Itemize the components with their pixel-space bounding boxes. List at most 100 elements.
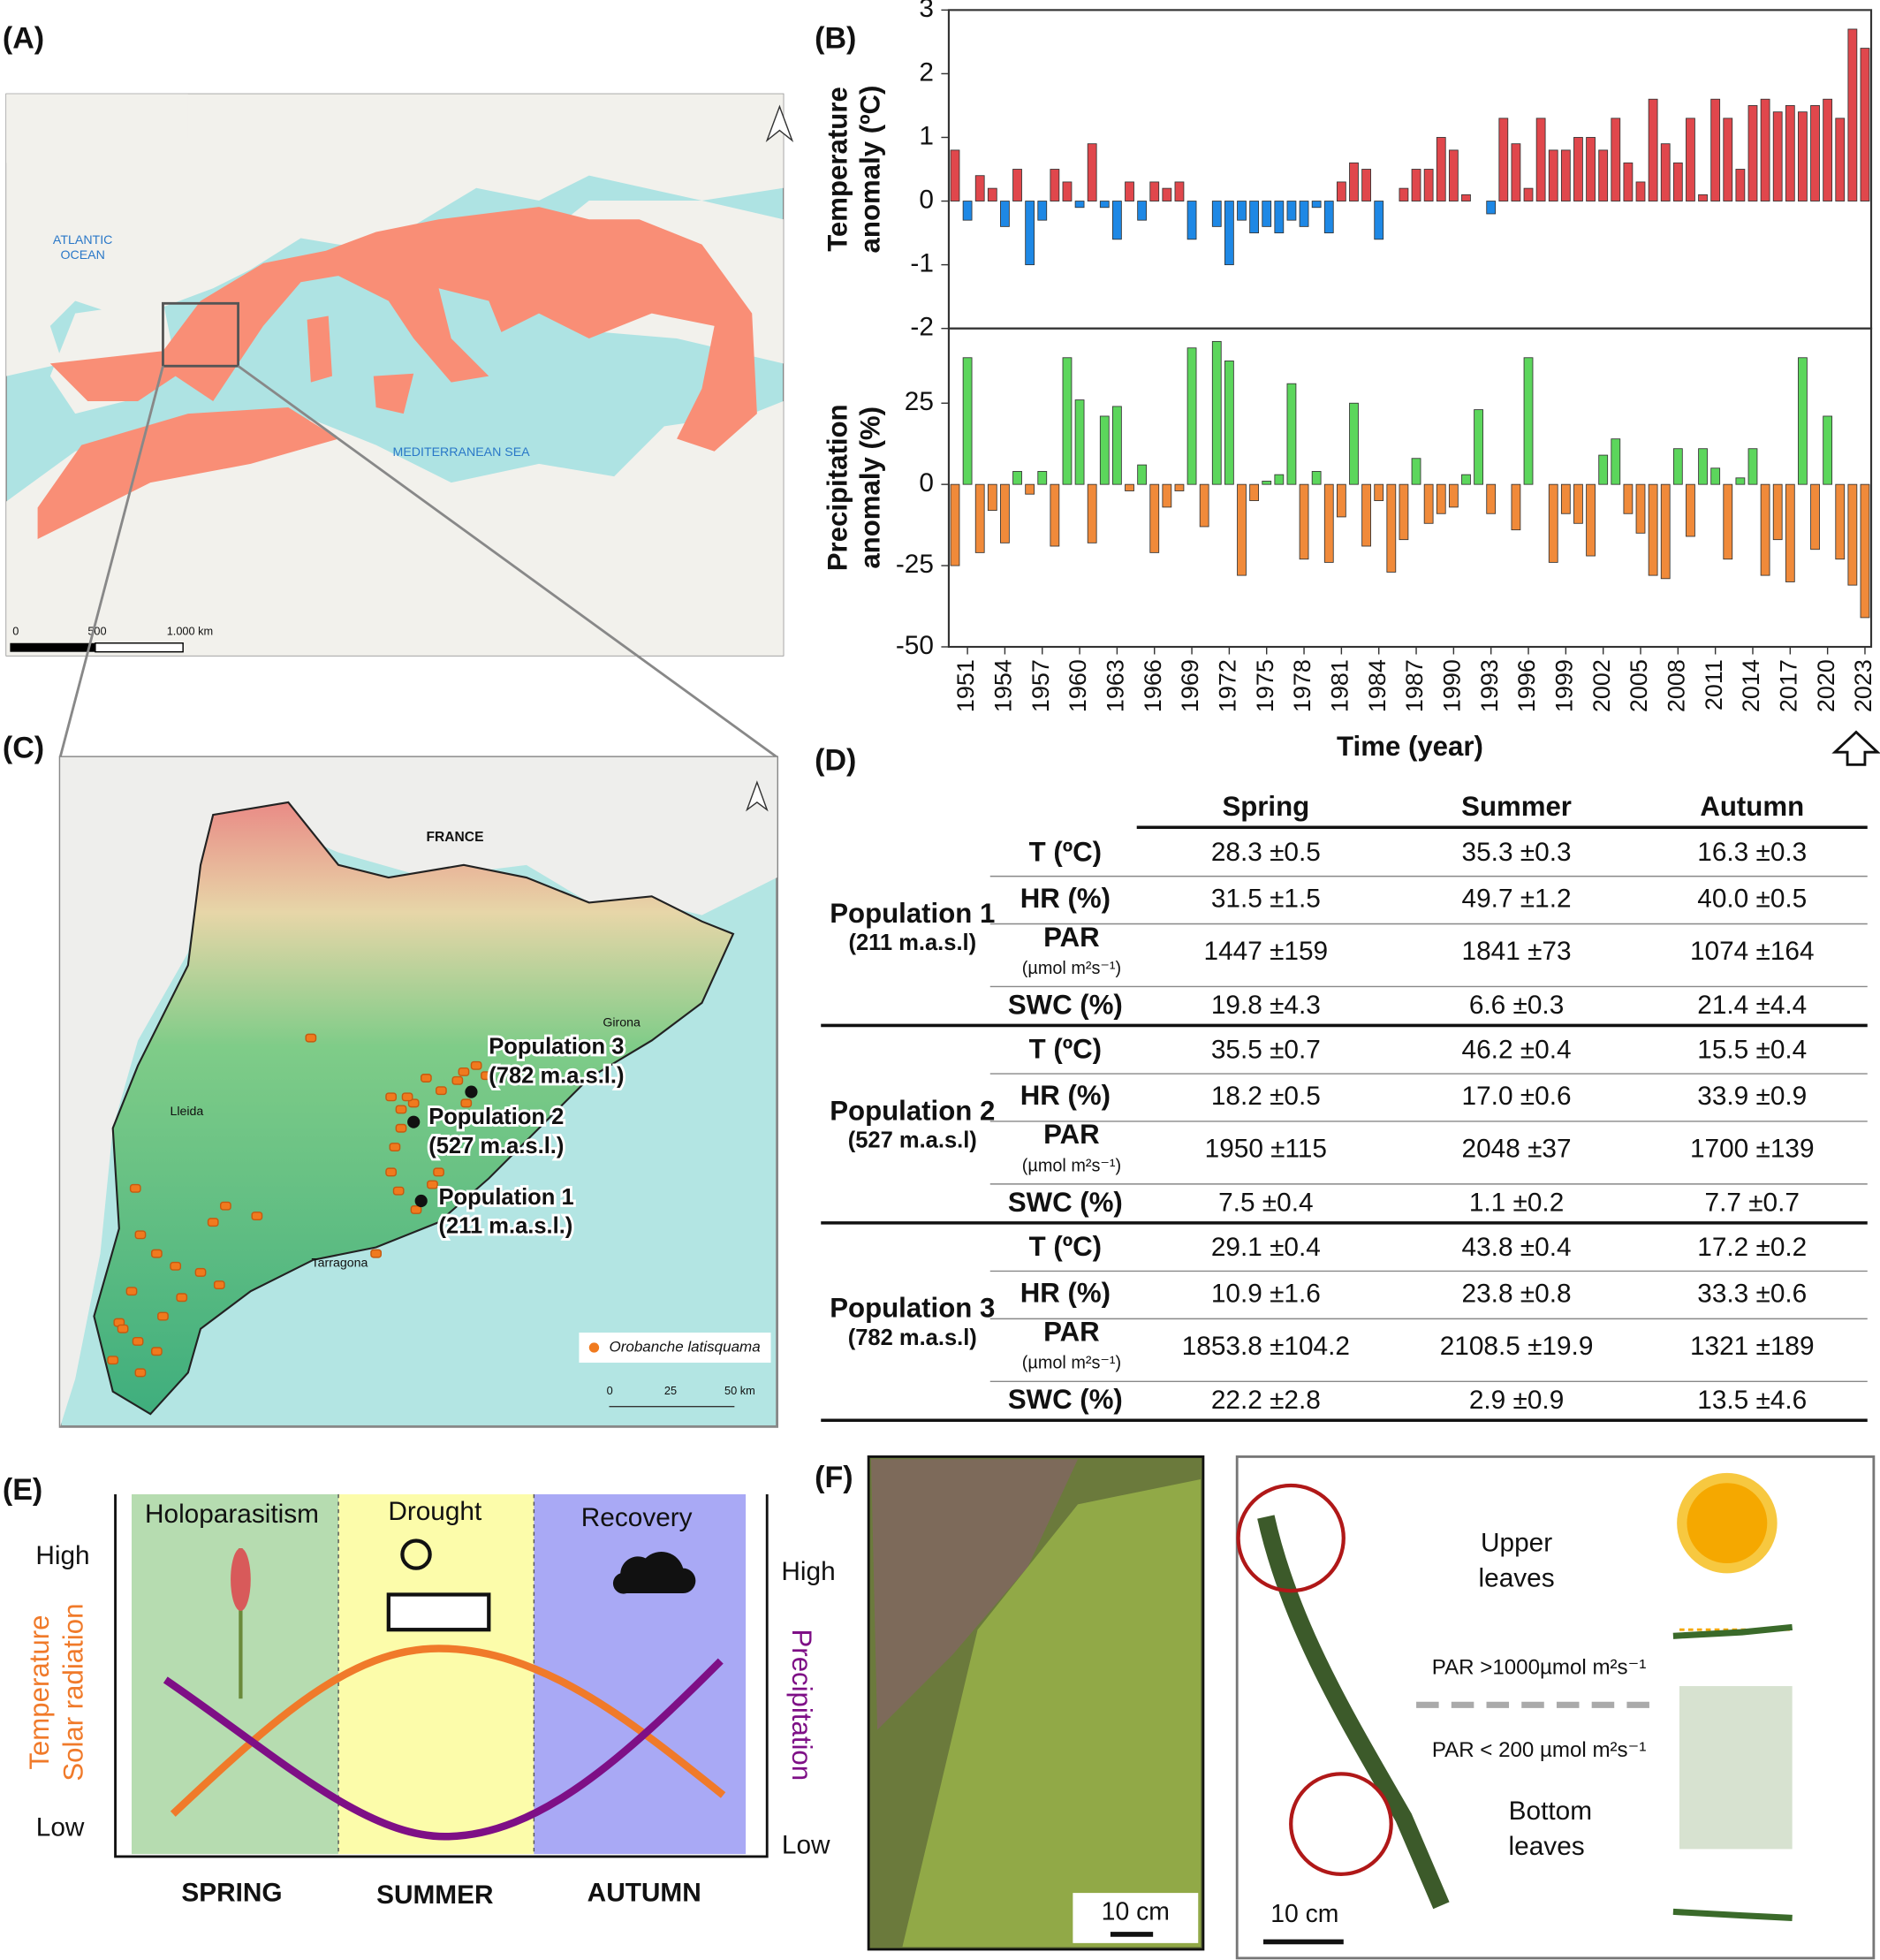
scale-label: 25 bbox=[664, 1384, 677, 1397]
bar bbox=[1174, 181, 1185, 201]
cell: 43.8 ±0.4 bbox=[1462, 1233, 1572, 1262]
population-point bbox=[414, 1194, 428, 1208]
cell: 46.2 ±0.4 bbox=[1462, 1035, 1572, 1064]
x-tick-label: 2023 bbox=[1850, 659, 1876, 712]
bar bbox=[1723, 118, 1733, 201]
cell: 35.5 ±0.7 bbox=[1211, 1035, 1321, 1064]
axis-label: Temperature bbox=[24, 1615, 55, 1770]
phase-label: Recovery bbox=[581, 1503, 693, 1532]
bar bbox=[1224, 201, 1234, 266]
distribution-islands bbox=[307, 315, 414, 414]
scale-label: 50 km bbox=[724, 1384, 755, 1397]
bar bbox=[1810, 105, 1820, 201]
occurrence bbox=[427, 1180, 438, 1189]
bar bbox=[1274, 474, 1285, 485]
leaf-label: Upper bbox=[1481, 1529, 1552, 1558]
population-elevation: (211 m.a.s.l.) bbox=[439, 1214, 573, 1239]
axes bbox=[114, 1493, 769, 1858]
bar bbox=[1548, 149, 1558, 201]
bar bbox=[1349, 402, 1359, 485]
bar bbox=[1050, 483, 1060, 547]
bar bbox=[1448, 149, 1459, 201]
map-a: ATLANTIC OCEAN MEDITERRANEAN SEA 0 500 1… bbox=[5, 93, 794, 758]
y-tick-label: 1 bbox=[919, 121, 934, 150]
distribution bbox=[49, 207, 757, 452]
bar bbox=[1474, 409, 1483, 485]
axis-label: Precipitation bbox=[786, 1629, 817, 1781]
bar bbox=[1710, 98, 1721, 201]
bar bbox=[1386, 483, 1397, 573]
bar bbox=[1074, 399, 1085, 485]
bar bbox=[1672, 162, 1683, 201]
level-label: Low bbox=[782, 1830, 830, 1859]
occurrence bbox=[157, 1311, 169, 1321]
bar bbox=[1772, 483, 1783, 541]
bar bbox=[1262, 201, 1272, 227]
phase-bg bbox=[131, 1493, 339, 1855]
row-label: SWC (%) bbox=[1008, 1187, 1123, 1218]
x-tick-label: 1951 bbox=[952, 659, 979, 712]
scale-label: 0 bbox=[12, 624, 19, 637]
row-label: T (ºC) bbox=[1029, 836, 1102, 867]
y-tick-label: 2 bbox=[919, 57, 934, 87]
occurrence bbox=[129, 1183, 141, 1193]
level-label: Low bbox=[36, 1813, 85, 1842]
population-name: Population 2 bbox=[428, 1105, 564, 1129]
zoom-line bbox=[237, 365, 778, 758]
bar bbox=[1087, 483, 1097, 543]
row-label: HR (%) bbox=[1020, 883, 1111, 914]
cell: 40.0 ±0.5 bbox=[1697, 884, 1807, 913]
group-elevation: (782 m.a.s.l) bbox=[848, 1326, 977, 1350]
population-labels: Population 3 (782 m.a.s.l.) Population 2… bbox=[426, 1032, 626, 1242]
occurrence bbox=[170, 1261, 182, 1271]
occurrence bbox=[389, 1143, 401, 1151]
plot-frame bbox=[947, 327, 1873, 649]
column-header: Autumn bbox=[1700, 791, 1804, 822]
bar bbox=[1012, 169, 1022, 201]
zoom-line bbox=[58, 365, 164, 758]
x-tick-label: 2011 bbox=[1701, 659, 1727, 710]
bar bbox=[1560, 149, 1571, 201]
x-tick-label: 1969 bbox=[1177, 659, 1203, 712]
bar bbox=[1785, 105, 1795, 201]
occurrence bbox=[134, 1230, 147, 1240]
phase-label: Drought bbox=[388, 1497, 482, 1526]
cell: 29.1 ±0.4 bbox=[1211, 1233, 1321, 1262]
scale-label: 500 bbox=[87, 624, 106, 637]
bar bbox=[1336, 483, 1346, 518]
bar bbox=[1635, 483, 1646, 534]
cell: 33.3 ±0.6 bbox=[1697, 1279, 1807, 1308]
occurrence bbox=[107, 1356, 119, 1365]
par-label: PAR < 200 µmol m²s⁻¹ bbox=[1432, 1738, 1647, 1762]
cell: 28.3 ±0.5 bbox=[1211, 838, 1321, 867]
bar bbox=[1399, 187, 1409, 201]
row-label: PAR bbox=[1043, 1317, 1100, 1348]
bar bbox=[1760, 98, 1770, 201]
bar bbox=[1174, 483, 1185, 491]
x-tick-label: 1999 bbox=[1550, 659, 1577, 712]
y-tick-label: -1 bbox=[910, 248, 933, 277]
x-tick-label: 2014 bbox=[1738, 659, 1764, 712]
occurrence bbox=[220, 1201, 231, 1211]
x-tick-label: 1954 bbox=[990, 659, 1017, 712]
bar bbox=[1672, 448, 1683, 485]
bar bbox=[1037, 471, 1048, 485]
bar bbox=[962, 357, 973, 485]
row-label: T (ºC) bbox=[1029, 1231, 1102, 1262]
cell: 13.5 ±4.6 bbox=[1697, 1386, 1807, 1415]
occurrence bbox=[194, 1267, 207, 1277]
bar bbox=[1623, 483, 1634, 514]
bar bbox=[1747, 105, 1758, 201]
cell: 31.5 ±1.5 bbox=[1211, 884, 1321, 913]
leaf-icon bbox=[1672, 1908, 1793, 1922]
x-tick-label: 1972 bbox=[1215, 659, 1241, 712]
bar bbox=[1374, 483, 1384, 501]
occurrence bbox=[392, 1186, 405, 1196]
phase-bg bbox=[534, 1493, 747, 1855]
row-label: PAR bbox=[1043, 1119, 1100, 1150]
x-axis-title: Time (year) bbox=[1337, 731, 1483, 762]
occurrence bbox=[460, 1098, 473, 1108]
bar bbox=[1186, 201, 1197, 240]
occurrence bbox=[125, 1287, 138, 1296]
population-point bbox=[407, 1115, 421, 1128]
